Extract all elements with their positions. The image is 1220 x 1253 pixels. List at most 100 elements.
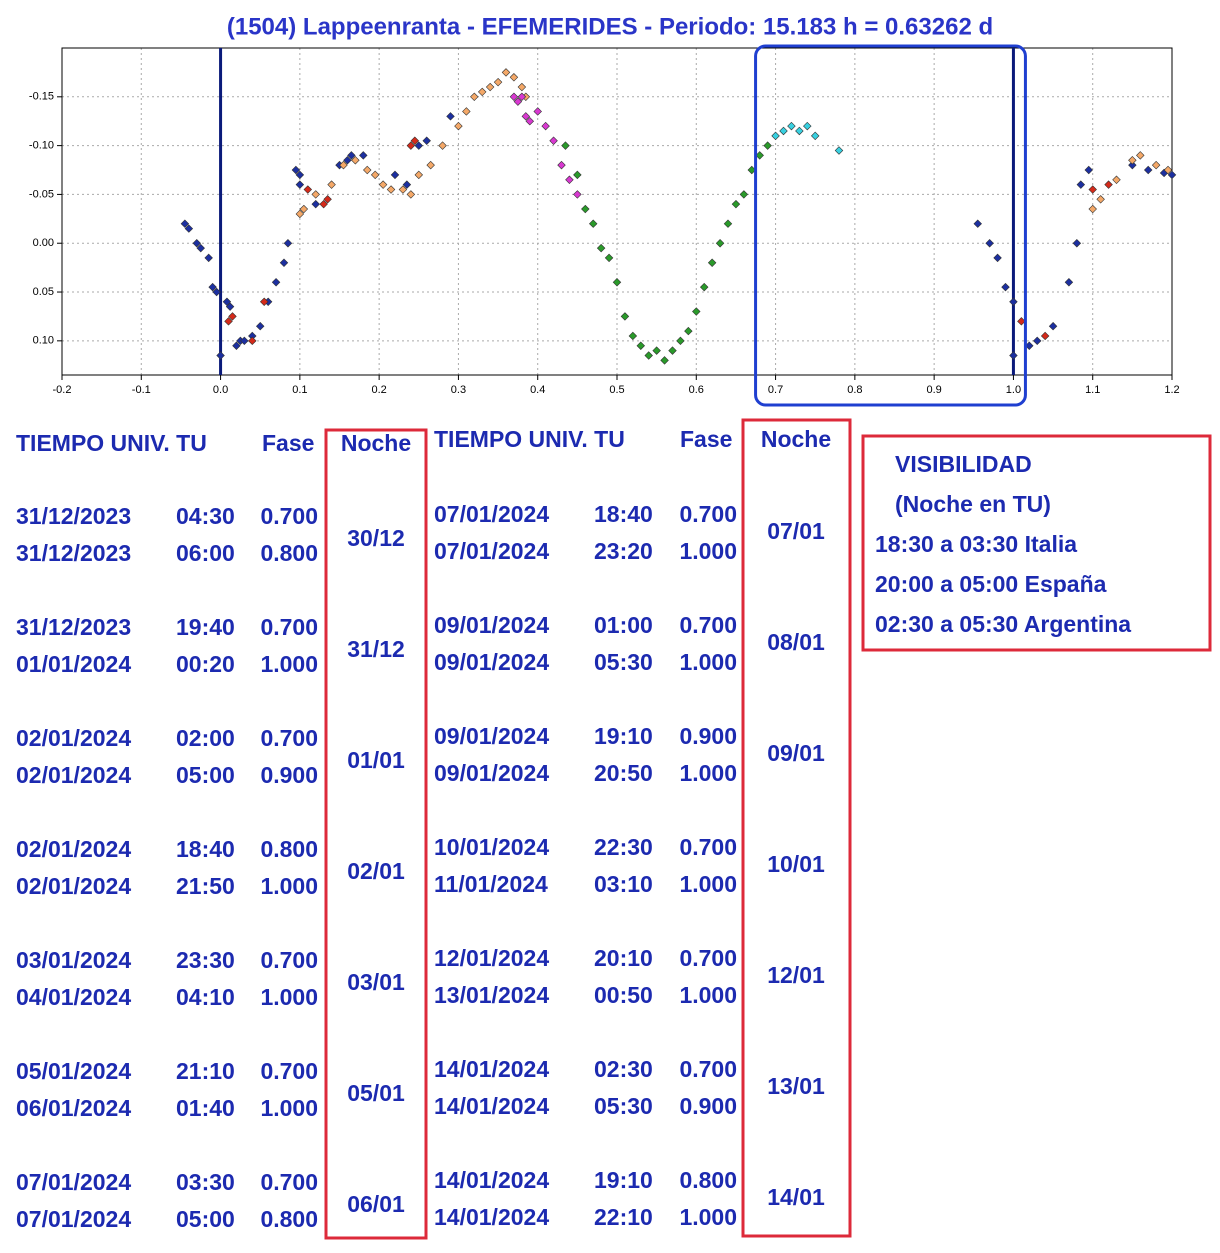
time-cell: 05:00 xyxy=(176,1206,235,1232)
data-point xyxy=(596,243,606,253)
data-point xyxy=(470,92,479,102)
data-point xyxy=(222,297,232,307)
data-point xyxy=(573,170,582,180)
data-point xyxy=(628,331,638,341)
data-point xyxy=(422,136,431,145)
data-point xyxy=(347,151,356,160)
noche-cell: 14/01 xyxy=(767,1184,825,1210)
noche-box xyxy=(741,418,852,1238)
phase-cell: 0.900 xyxy=(260,762,318,788)
data-point xyxy=(1009,351,1018,360)
data-point xyxy=(541,121,550,131)
date-cell: 07/01/2024 xyxy=(434,538,549,564)
data-point xyxy=(1001,282,1010,292)
data-point xyxy=(1009,297,1018,307)
data-point xyxy=(604,253,614,263)
time-cell: 00:50 xyxy=(594,982,653,1008)
data-point xyxy=(684,326,693,336)
data-point xyxy=(351,156,360,165)
x-tick-label: -0.1 xyxy=(132,384,151,396)
data-point xyxy=(1072,238,1082,248)
time-cell: 01:00 xyxy=(594,612,653,638)
time-cell: 01:40 xyxy=(176,1095,235,1121)
x-tick-label: 0.8 xyxy=(847,384,862,396)
time-cell: 06:00 xyxy=(176,540,235,566)
phase-cell: 0.700 xyxy=(260,503,318,529)
data-point xyxy=(493,77,503,87)
data-point xyxy=(462,107,471,116)
date-cell: 01/01/2024 xyxy=(16,651,131,677)
data-point xyxy=(240,336,249,346)
data-point xyxy=(446,112,455,121)
data-point xyxy=(731,199,741,209)
data-point xyxy=(279,258,289,267)
table-header: Fase xyxy=(680,426,732,452)
phase-cell: 1.000 xyxy=(260,984,318,1010)
phase-cell: 0.700 xyxy=(679,501,737,527)
time-cell: 19:10 xyxy=(594,723,653,749)
time-cell: 03:30 xyxy=(176,1169,235,1195)
data-point xyxy=(517,92,527,102)
time-cell: 20:50 xyxy=(594,760,653,786)
table-header: TIEMPO UNIV. TU xyxy=(434,426,625,452)
noche-cell: 31/12 xyxy=(347,636,405,662)
time-cell: 02:00 xyxy=(176,725,235,751)
data-point xyxy=(763,141,772,150)
data-point xyxy=(707,258,717,267)
date-cell: 07/01/2024 xyxy=(434,501,549,527)
data-point xyxy=(581,204,590,214)
data-point xyxy=(795,126,804,136)
data-point xyxy=(225,302,235,311)
time-cell: 04:30 xyxy=(176,503,235,529)
data-point xyxy=(370,170,380,180)
date-cell: 09/01/2024 xyxy=(434,760,549,786)
visibility-subtitle: (Noche en TU) xyxy=(895,491,1051,517)
data-point xyxy=(255,321,265,331)
data-point xyxy=(612,278,622,287)
time-cell: 02:30 xyxy=(594,1056,653,1082)
noche-cell: 07/01 xyxy=(767,518,825,544)
data-point xyxy=(771,131,780,141)
y-tick-label: 0.10 xyxy=(33,335,54,347)
phase-cell: 0.700 xyxy=(260,1058,318,1084)
data-point xyxy=(208,282,217,292)
date-cell: 14/01/2024 xyxy=(434,1167,549,1193)
phase-cell: 0.700 xyxy=(260,1169,318,1195)
x-tick-label: -0.2 xyxy=(53,384,72,396)
phase-cell: 0.800 xyxy=(260,1206,318,1232)
data-point xyxy=(343,156,352,165)
time-cell: 21:50 xyxy=(176,873,235,899)
data-point xyxy=(295,180,305,189)
data-point xyxy=(1084,165,1093,175)
date-cell: 02/01/2024 xyxy=(16,873,131,899)
date-cell: 11/01/2024 xyxy=(434,871,548,897)
y-tick-label: -0.10 xyxy=(29,140,54,152)
data-point xyxy=(561,141,570,150)
date-cell: 14/01/2024 xyxy=(434,1093,549,1119)
data-point xyxy=(973,219,982,228)
x-tick-label: 0.7 xyxy=(768,384,783,396)
plot-frame xyxy=(61,47,1173,376)
highlight-box xyxy=(754,44,1027,407)
data-point xyxy=(378,180,388,189)
data-point xyxy=(406,141,416,150)
data-point xyxy=(557,160,566,170)
time-cell: 03:10 xyxy=(594,871,653,897)
data-point xyxy=(668,346,677,355)
time-cell: 05:30 xyxy=(594,649,653,675)
data-point xyxy=(755,151,764,160)
y-tick-label: -0.15 xyxy=(29,91,54,103)
data-point xyxy=(291,165,301,175)
data-point xyxy=(501,68,511,77)
date-cell: 02/01/2024 xyxy=(16,836,131,862)
table-header: Noche xyxy=(341,430,411,456)
phase-cell: 0.700 xyxy=(260,725,318,751)
x-tick-label: 0.4 xyxy=(530,384,545,396)
data-point xyxy=(509,73,519,82)
x-tick-label: 1.0 xyxy=(1006,384,1021,396)
data-point xyxy=(1040,331,1050,341)
data-point xyxy=(386,185,396,194)
data-point xyxy=(1104,180,1113,189)
data-point xyxy=(1151,160,1161,170)
